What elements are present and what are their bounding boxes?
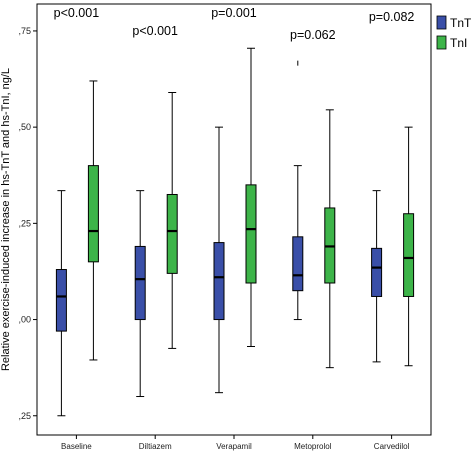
iqr-box (87, 165, 99, 263)
legend-swatch (436, 35, 447, 50)
y-tick-label: ,25 (18, 411, 31, 421)
box-TnT-Carvedilol (371, 190, 383, 363)
box-TnI-Carvedilol (403, 126, 415, 367)
legend-swatch (436, 15, 447, 30)
x-tick-label: Carvedilol (374, 442, 410, 451)
x-tick-label: Baseline (61, 442, 92, 451)
x-axis: Baseline Diltiazem Verapamil Metoprolol Carv… (61, 435, 410, 451)
y-tick-label: ,00 (18, 315, 31, 325)
x-tick-label: Verapamil (216, 442, 252, 451)
series-TnI (87, 47, 415, 369)
p-value-label: p=0.001 (211, 6, 257, 20)
y-axis-label: Relative exercise-induced increase in hs… (0, 68, 12, 371)
p-value-label: p<0.001 (54, 6, 100, 20)
iqr-box (245, 184, 257, 284)
box-TnT-Verapamil (213, 126, 225, 394)
iqr-box (403, 213, 415, 297)
p-value-label: p<0.001 (132, 24, 178, 38)
box-TnI-Metoprolol (324, 109, 336, 369)
legend-item-TnT: TnT (436, 15, 471, 30)
p-value-annotations: p<0.001 p<0.001 p=0.001 p=0.062 p=0.082 (54, 6, 415, 42)
box-TnT-Baseline (55, 190, 67, 417)
y-tick-label: ,50 (18, 122, 31, 132)
box-TnI-Diltiazem (166, 92, 178, 349)
y-axis: ,25 ,00 ,25 ,50 ,75 (18, 26, 37, 421)
iqr-box (213, 242, 225, 321)
p-value-label: p=0.062 (290, 28, 336, 42)
box-series (55, 47, 415, 417)
series-TnT (55, 60, 383, 417)
box-TnI-Baseline (87, 80, 99, 361)
legend: TnT TnI (436, 15, 471, 50)
legend-label: TnT (450, 16, 471, 30)
y-tick-label: ,25 (18, 218, 31, 228)
box-TnT-Diltiazem (134, 190, 146, 398)
y-tick-label: ,75 (18, 26, 31, 36)
iqr-box (292, 236, 304, 292)
x-tick-label: Metoprolol (294, 442, 332, 451)
box-TnT-Metoprolol (292, 60, 304, 321)
iqr-box (371, 247, 383, 297)
iqr-box (134, 245, 146, 321)
legend-item-TnI: TnI (436, 35, 467, 50)
iqr-box (166, 193, 178, 274)
p-value-label: p=0.082 (369, 10, 415, 24)
legend-label: TnI (450, 36, 467, 50)
box-TnI-Verapamil (245, 47, 257, 347)
x-tick-label: Diltiazem (139, 442, 172, 451)
iqr-box (55, 269, 67, 332)
